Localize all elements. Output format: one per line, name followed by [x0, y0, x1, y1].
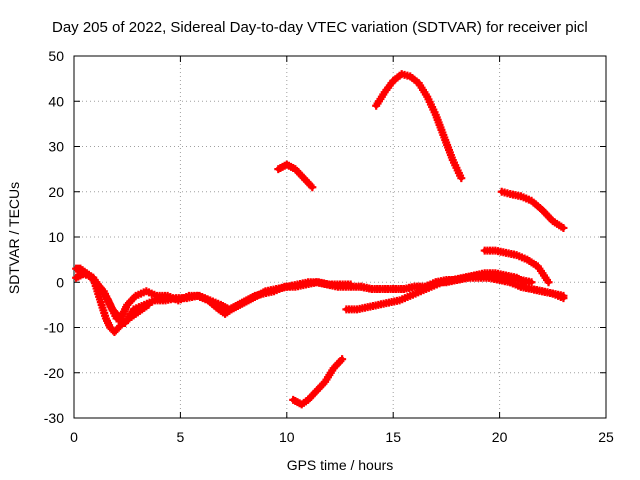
y-tick-label: -20 — [44, 365, 64, 381]
data-series — [72, 70, 568, 409]
axis-ticks: 0 5 10 15 20 25 -30 -20 -10 0 10 20 30 40 50 — [44, 48, 614, 445]
series-arc-late-tail — [484, 273, 568, 303]
y-tick-label: -30 — [44, 410, 64, 426]
series-arc-rise — [342, 269, 530, 314]
y-tick-label: 20 — [48, 184, 64, 200]
data-trace — [482, 248, 552, 285]
chart-title: Day 205 of 2022, Sidereal Day-to-day VTE… — [52, 19, 588, 36]
series-arc-10h-low — [289, 355, 347, 409]
series-arc-10h-high — [274, 160, 317, 192]
y-tick-label: 50 — [48, 48, 64, 64]
data-trace — [343, 270, 528, 312]
series-arc-20h-upper — [497, 187, 568, 232]
data-trace — [290, 356, 345, 407]
x-tick-label: 15 — [385, 429, 401, 445]
y-tick-label: 10 — [48, 229, 64, 245]
data-trace — [275, 162, 315, 190]
x-axis-label: GPS time / hours — [287, 457, 394, 473]
data-trace — [499, 189, 566, 231]
x-tick-label: 25 — [598, 429, 614, 445]
x-tick-label: 0 — [70, 429, 78, 445]
x-tick-label: 5 — [177, 429, 185, 445]
x-tick-label: 10 — [279, 429, 295, 445]
y-tick-label: -10 — [44, 320, 64, 336]
series-arc-20h-lower — [480, 246, 553, 287]
grid — [74, 56, 606, 418]
x-tick-label: 20 — [492, 429, 508, 445]
y-tick-label: 30 — [48, 139, 64, 155]
data-trace — [373, 71, 464, 181]
series-arc-15h-peak — [372, 70, 466, 183]
data-trace — [486, 275, 566, 301]
y-tick-label: 40 — [48, 93, 64, 109]
y-tick-label: 0 — [56, 274, 64, 290]
y-axis-label: SDTVAR / TECUs — [6, 182, 22, 294]
